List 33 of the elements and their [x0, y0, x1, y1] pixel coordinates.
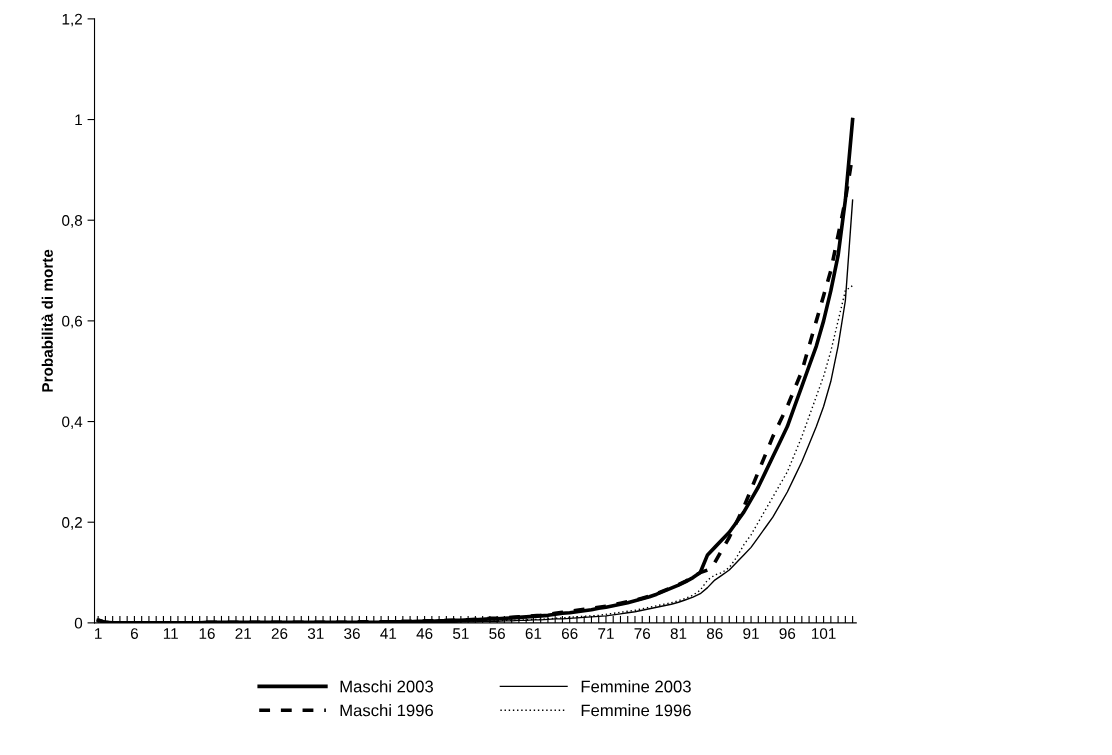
y-tick-label: 1,2	[62, 13, 82, 27]
x-tick-label: 31	[307, 628, 324, 639]
y-tick-label: 0	[74, 617, 83, 629]
y-tick-label: 0,8	[62, 215, 83, 228]
x-tick-label: 81	[670, 628, 687, 639]
legend-label: Maschi 1996	[340, 704, 433, 717]
y-tick-label: 0,6	[62, 315, 83, 329]
legend-label: Femmine 1996	[581, 704, 691, 717]
x-tick-label: 101	[812, 628, 836, 639]
legend-label: Maschi 2003	[340, 680, 433, 693]
x-tick-label: 11	[163, 628, 178, 639]
x-tick-label: 66	[561, 628, 578, 639]
x-tick-label: 91	[743, 628, 759, 639]
x-tick-label: 76	[634, 628, 651, 639]
x-tick-label: 1	[95, 628, 102, 639]
x-tick-label: 71	[598, 628, 614, 639]
x-tick-label: 86	[706, 628, 723, 639]
x-tick-label: 16	[199, 628, 215, 639]
y-tick-label: 0,4	[62, 416, 83, 430]
x-tick-label: 21	[235, 628, 251, 639]
x-tick-label: 51	[452, 628, 469, 639]
x-tick-label: 6	[130, 628, 138, 639]
legend-label: Femmine 2003	[581, 680, 691, 693]
x-tick-label: 41	[380, 628, 397, 639]
x-tick-label: 56	[489, 628, 505, 639]
x-tick-label: 46	[416, 628, 433, 639]
x-tick-label: 61	[525, 628, 542, 639]
y-tick-label: 0,2	[62, 517, 82, 530]
x-tick-label: 36	[344, 628, 360, 639]
x-tick-label: 26	[271, 628, 288, 639]
x-tick-label: 96	[779, 628, 796, 639]
y-axis-title: Probabilità di morte	[41, 249, 53, 392]
y-tick-label: 1	[75, 114, 82, 126]
